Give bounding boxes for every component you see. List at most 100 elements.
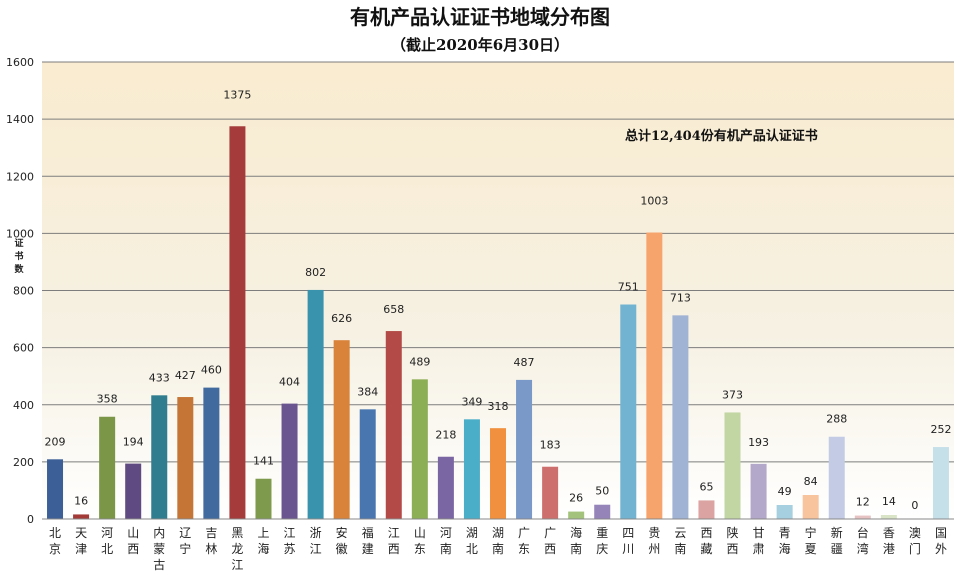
value-label: 26 bbox=[569, 492, 583, 505]
total-annotation: 总计12,404份有机产品认证证书 bbox=[625, 128, 818, 144]
category-label: 北京 bbox=[49, 526, 61, 556]
y-tick-label: 1000 bbox=[6, 227, 34, 240]
value-label: 373 bbox=[722, 388, 743, 401]
value-label: 489 bbox=[409, 355, 430, 368]
value-label: 427 bbox=[175, 369, 196, 382]
value-label: 358 bbox=[97, 393, 118, 406]
value-label: 802 bbox=[305, 266, 326, 279]
bar-5 bbox=[151, 395, 168, 519]
category-label: 辽宁 bbox=[179, 526, 191, 556]
value-label: 16 bbox=[74, 494, 88, 507]
category-label: 湖北 bbox=[466, 525, 478, 556]
bar-16 bbox=[437, 456, 454, 519]
category-label: 江苏 bbox=[284, 526, 296, 556]
bar-23 bbox=[620, 304, 637, 519]
bar-31 bbox=[828, 436, 845, 519]
bar-26 bbox=[698, 500, 715, 519]
bar-19 bbox=[516, 379, 533, 519]
value-label: 183 bbox=[540, 439, 561, 452]
value-label: 713 bbox=[670, 291, 691, 304]
category-label: 香港 bbox=[883, 526, 895, 556]
category-label: 宁夏 bbox=[805, 525, 817, 556]
y-axis-ticks: 0 200 400 600 800 1000 1200 1400 1600 bbox=[6, 56, 34, 526]
y-tick-label: 400 bbox=[13, 399, 34, 412]
category-label: 新疆 bbox=[831, 525, 843, 556]
value-label: 626 bbox=[331, 312, 352, 325]
bar-7 bbox=[203, 387, 220, 519]
value-label: 218 bbox=[435, 429, 456, 442]
value-label: 460 bbox=[201, 364, 222, 377]
category-label: 内蒙古 bbox=[153, 526, 165, 572]
y-tick-label: 600 bbox=[13, 342, 34, 355]
bar-11 bbox=[307, 289, 324, 519]
value-label: 318 bbox=[488, 400, 509, 413]
category-label: 江西 bbox=[388, 526, 400, 556]
value-label: 1375 bbox=[223, 88, 251, 101]
bar-29 bbox=[776, 505, 793, 519]
value-label: 141 bbox=[253, 455, 274, 468]
bar-18 bbox=[490, 428, 506, 519]
value-label: 49 bbox=[778, 485, 792, 498]
y-tick-label: 200 bbox=[13, 456, 34, 469]
value-label: 404 bbox=[279, 376, 300, 389]
category-label: 广东 bbox=[518, 526, 530, 556]
chart-subtitle: （截止2020年6月30日） bbox=[391, 36, 569, 54]
value-label: 384 bbox=[357, 385, 378, 398]
value-label: 14 bbox=[882, 495, 896, 508]
category-label: 安徽 bbox=[336, 525, 348, 556]
category-label: 吉林 bbox=[205, 526, 217, 556]
category-label: 海南 bbox=[570, 525, 582, 556]
chart-title: 有机产品认证证书地域分布图 bbox=[350, 5, 610, 29]
value-label: 84 bbox=[804, 475, 818, 488]
bar-1 bbox=[47, 459, 64, 519]
category-label: 西藏 bbox=[700, 526, 712, 556]
value-label: 193 bbox=[748, 436, 769, 449]
bar-30 bbox=[802, 495, 819, 519]
category-label: 重庆 bbox=[596, 526, 608, 556]
bar-13 bbox=[359, 409, 376, 519]
value-label: 252 bbox=[930, 423, 951, 436]
category-label: 湖南 bbox=[492, 525, 504, 556]
y-tick-label: 1400 bbox=[6, 113, 34, 126]
value-label: 288 bbox=[826, 413, 847, 426]
value-label: 751 bbox=[618, 280, 639, 293]
bar-12 bbox=[333, 340, 350, 519]
bar-24 bbox=[646, 232, 663, 519]
bar-10 bbox=[281, 403, 298, 519]
bar-17 bbox=[463, 419, 480, 519]
y-axis-title: 证书数 bbox=[14, 238, 24, 275]
value-label: 194 bbox=[123, 436, 144, 449]
category-label: 甘肃 bbox=[753, 526, 765, 556]
bar-22 bbox=[594, 504, 611, 519]
value-label: 65 bbox=[699, 480, 713, 493]
value-label: 487 bbox=[514, 356, 535, 369]
category-label: 上海 bbox=[257, 526, 269, 556]
category-label: 云南 bbox=[674, 526, 686, 556]
category-label: 天津 bbox=[75, 526, 87, 556]
y-tick-label: 800 bbox=[13, 285, 34, 298]
bar-3 bbox=[99, 416, 116, 519]
category-label: 澳门 bbox=[909, 526, 921, 556]
bar-14 bbox=[385, 331, 402, 519]
category-label: 浙江 bbox=[310, 526, 322, 556]
bar-27 bbox=[724, 412, 741, 519]
bar-15 bbox=[411, 379, 428, 519]
value-label: 1003 bbox=[640, 195, 668, 208]
bar-28 bbox=[750, 463, 767, 519]
value-label: 50 bbox=[595, 485, 609, 498]
bar-9 bbox=[255, 478, 272, 519]
value-label: 0 bbox=[911, 499, 918, 512]
category-label: 河南 bbox=[440, 526, 452, 556]
bar-25 bbox=[672, 315, 689, 519]
bar-21 bbox=[568, 511, 585, 519]
value-label: 12 bbox=[856, 496, 870, 509]
category-label: 贵州 bbox=[648, 526, 660, 556]
value-labels: 209 16 358 194 433 427 460 1375 141 404 802 626 384 6… bbox=[45, 88, 952, 512]
bar-8 bbox=[229, 126, 246, 519]
bars bbox=[47, 126, 949, 519]
value-label: 433 bbox=[149, 371, 170, 384]
category-label: 河北 bbox=[101, 526, 113, 556]
category-label: 台湾 bbox=[857, 525, 869, 556]
y-axis-label: 证书数 bbox=[14, 238, 24, 275]
